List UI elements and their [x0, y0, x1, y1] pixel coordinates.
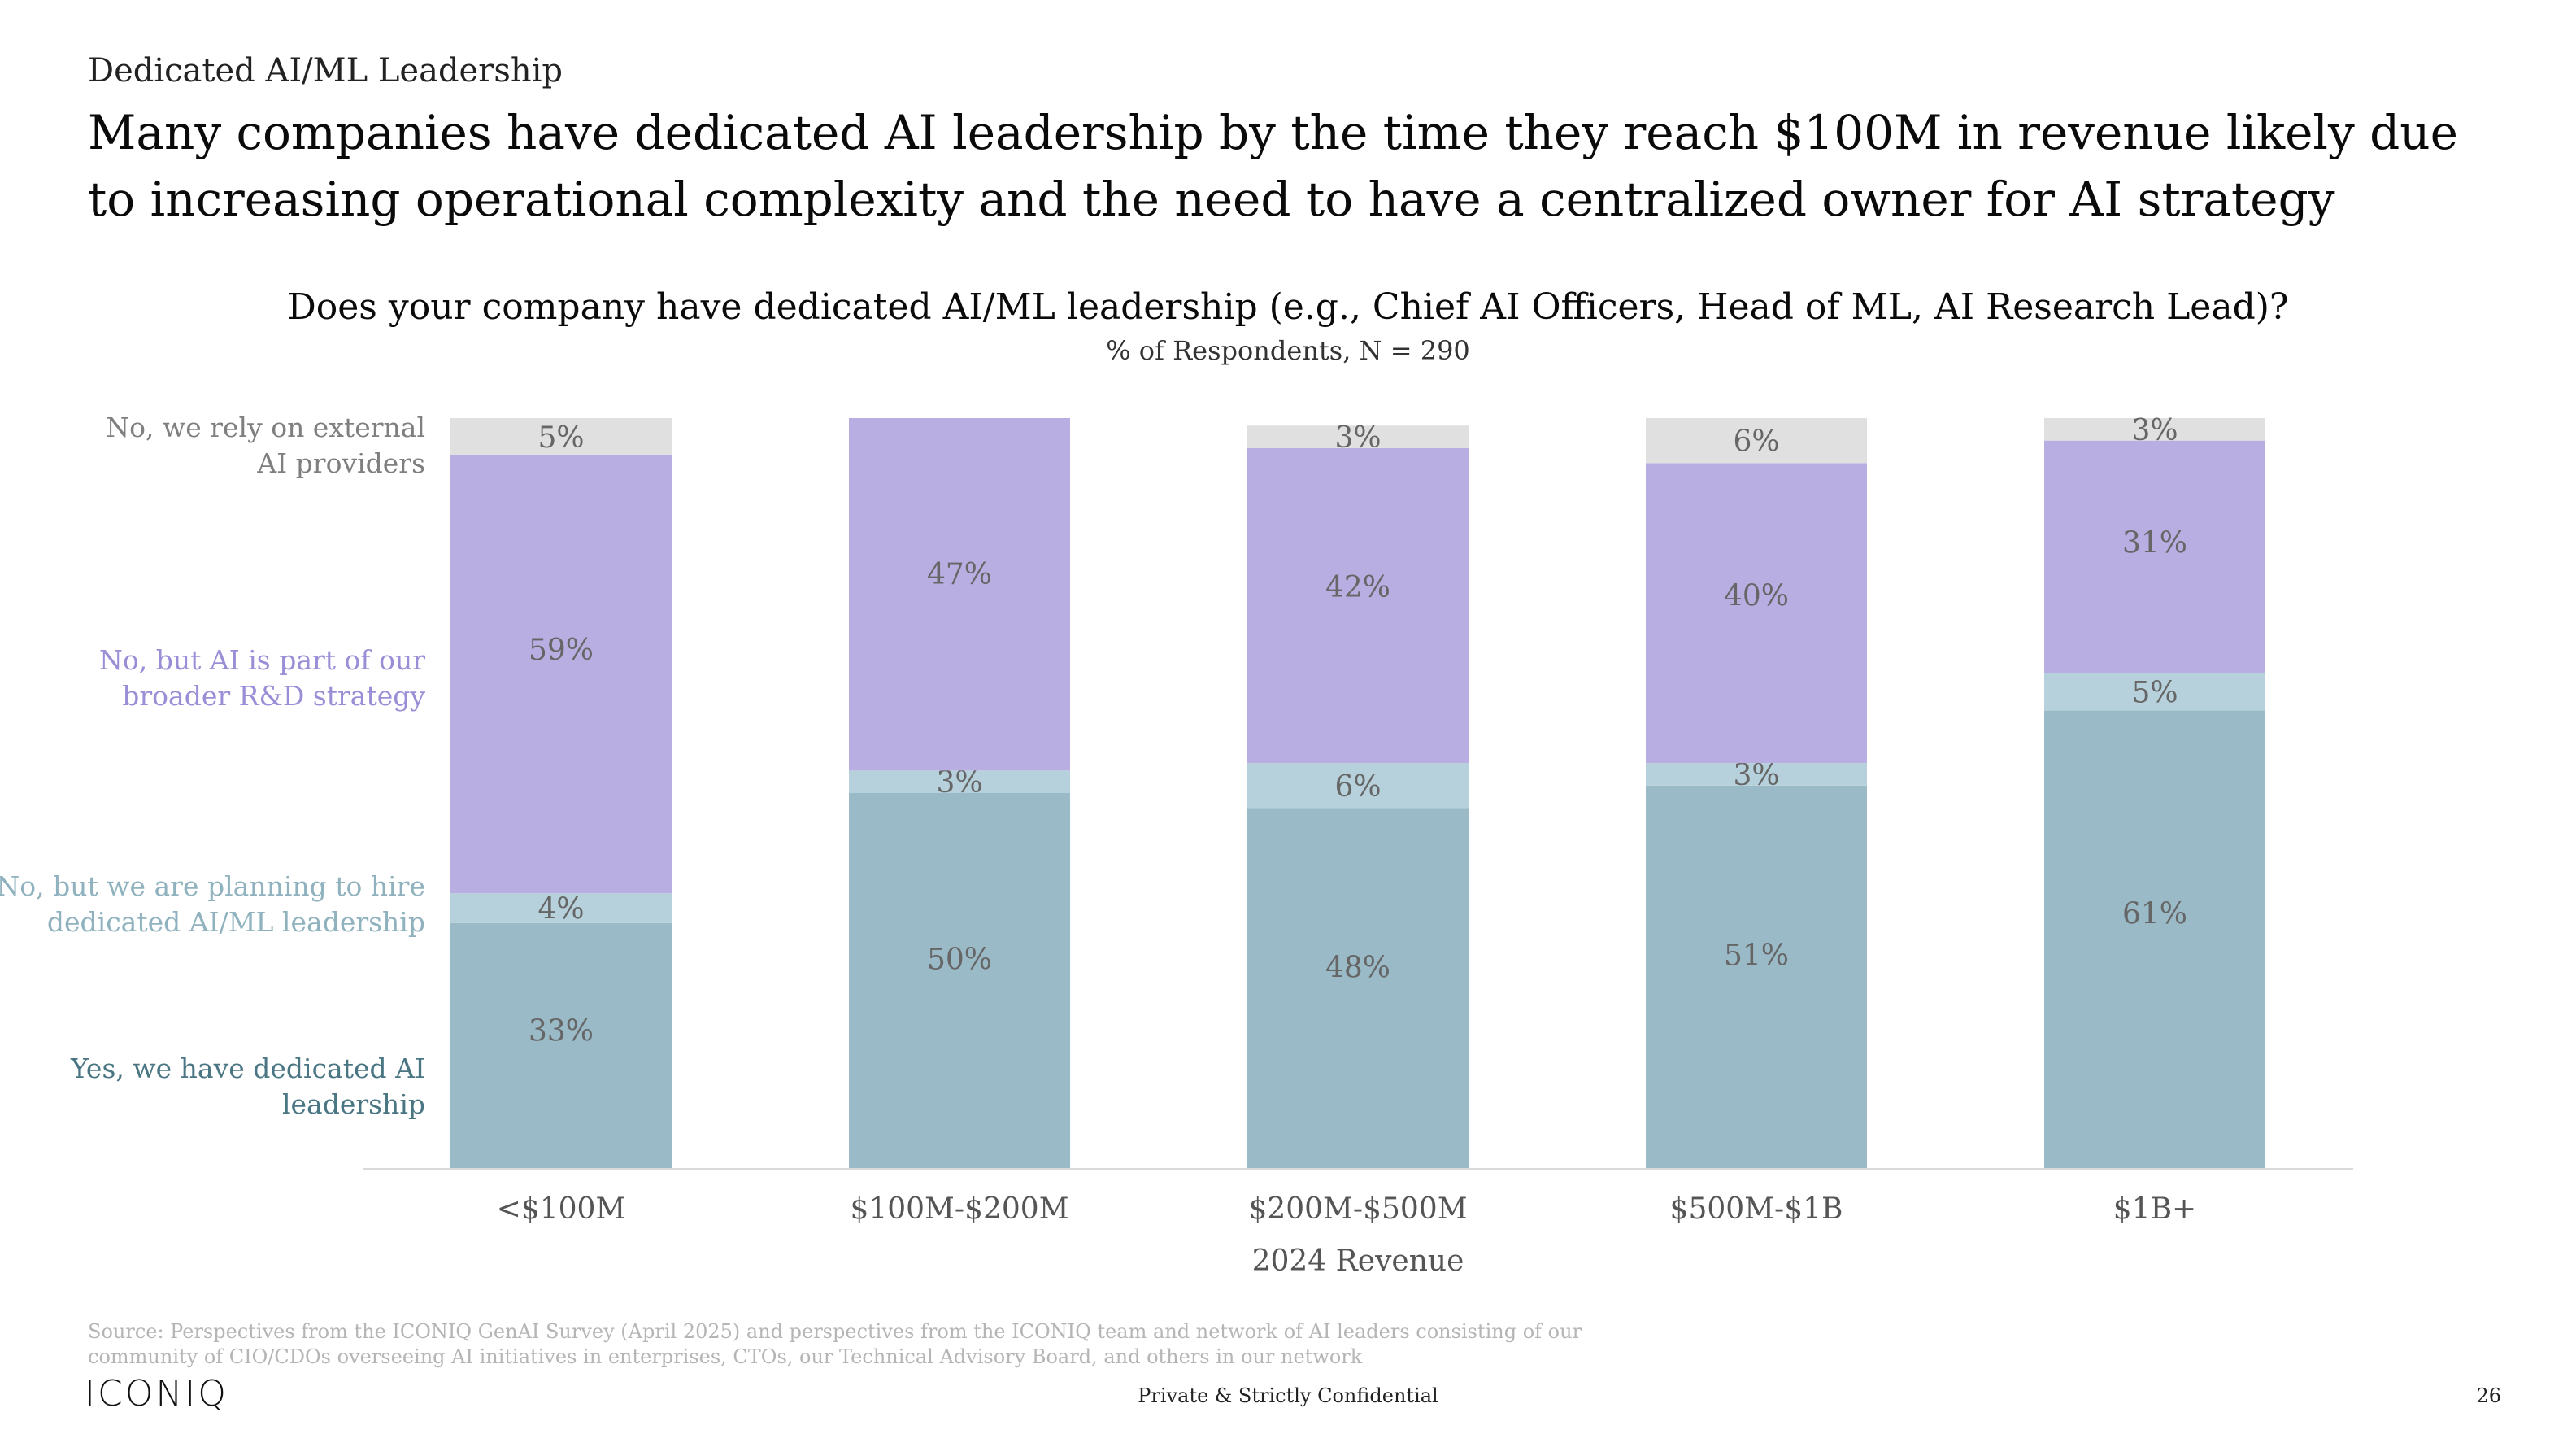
data-label-rd-4: 40%: [1724, 579, 1789, 612]
data-label-external-1: 5%: [537, 421, 584, 455]
legend-yes: Yes, we have dedicated AI leadership: [0, 1051, 425, 1122]
data-label-yes-2: 50%: [927, 943, 992, 976]
legend-external: No, we rely on external AI providers: [0, 410, 425, 482]
data-label-planning-2: 3%: [936, 766, 982, 800]
data-label-rd-5: 31%: [2122, 526, 2187, 560]
bar-planning-3: [1247, 763, 1469, 809]
x-tick-label: $1B+: [2113, 1192, 2196, 1226]
legend-yes-line2: leadership: [281, 1088, 425, 1120]
chart-title: Does your company have dedicated AI/ML l…: [287, 286, 2289, 328]
data-label-planning-5: 5%: [2131, 677, 2178, 710]
bar-planning-2: [849, 770, 1070, 793]
bar-yes-3: [1247, 808, 1469, 1168]
data-label-yes-1: 33%: [529, 1014, 594, 1048]
legend-planning-line2: dedicated AI/ML leadership: [46, 906, 425, 938]
data-label-rd-3: 42%: [1325, 571, 1390, 604]
legend-rd-line1: No, but AI is part of our: [99, 644, 425, 676]
bar-yes-4: [1646, 785, 1867, 1168]
data-label-external-5: 3%: [2131, 414, 2178, 447]
confidential-notice: Private & Strictly Confidential: [1138, 1384, 1438, 1407]
chart-subtitle: % of Respondents, N = 290: [1106, 335, 1470, 366]
bar-external-4: [1646, 418, 1867, 464]
bar-yes-1: [450, 922, 672, 1168]
x-tick-label: <$100M: [497, 1192, 626, 1226]
legend-yes-line1: Yes, we have dedicated AI: [71, 1053, 425, 1084]
brand-logo: ICONIQ: [85, 1373, 228, 1414]
legend-planning: No, but we are planning to hire dedicate…: [0, 869, 425, 940]
legend-rd: No, but AI is part of our broader R&D st…: [0, 643, 425, 714]
bar-rd-3: [1247, 447, 1469, 764]
data-label-yes-3: 48%: [1325, 952, 1390, 985]
data-label-rd-2: 47%: [927, 558, 992, 591]
bar-yes-2: [849, 793, 1070, 1168]
x-axis-title: 2024 Revenue: [1252, 1244, 1464, 1278]
legend-planning-line1: No, but we are planning to hire: [0, 870, 425, 902]
data-label-planning-1: 4%: [537, 892, 584, 926]
data-label-rd-1: 59%: [529, 634, 594, 667]
source-note: Source: Perspectives from the ICONIQ Gen…: [88, 1320, 1582, 1368]
legend-external-line1: No, we rely on external: [106, 412, 425, 443]
legend-external-line2: AI providers: [257, 447, 425, 479]
data-label-yes-5: 61%: [2122, 898, 2187, 931]
bar-external-5: [2044, 418, 2265, 441]
page-number: 26: [2476, 1384, 2501, 1407]
bar-rd-4: [1646, 463, 1867, 764]
bar-external-1: [450, 418, 672, 455]
bar-rd-2: [849, 418, 1070, 771]
data-label-planning-3: 6%: [1334, 770, 1381, 804]
data-label-external-4: 6%: [1733, 425, 1779, 459]
bar-planning-5: [2044, 673, 2265, 711]
bar-rd-1: [450, 455, 672, 894]
bar-external-3: [1247, 425, 1469, 448]
x-tick-label: $100M-$200M: [850, 1192, 1068, 1226]
x-tick-label: $200M-$500M: [1248, 1192, 1467, 1226]
section-eyebrow: Dedicated AI/ML Leadership: [88, 52, 564, 89]
x-tick-label: $500M-$1B: [1670, 1192, 1843, 1226]
legend-rd-line2: broader R&D strategy: [122, 680, 425, 712]
bar-planning-4: [1646, 763, 1867, 786]
data-label-yes-4: 51%: [1724, 939, 1789, 972]
data-label-external-3: 3%: [1334, 421, 1381, 455]
bar-planning-1: [450, 893, 672, 923]
stacked-bar-chart: 33% 4% 59% 5% <$100M 50% 3% 47% $100M-$200M 48% 6%…: [363, 414, 2353, 1278]
page-headline: Many companies have dedicated AI leaders…: [88, 105, 2458, 227]
bar-yes-5: [2044, 710, 2265, 1168]
data-label-planning-4: 3%: [1733, 759, 1779, 792]
bar-rd-5: [2044, 440, 2265, 673]
